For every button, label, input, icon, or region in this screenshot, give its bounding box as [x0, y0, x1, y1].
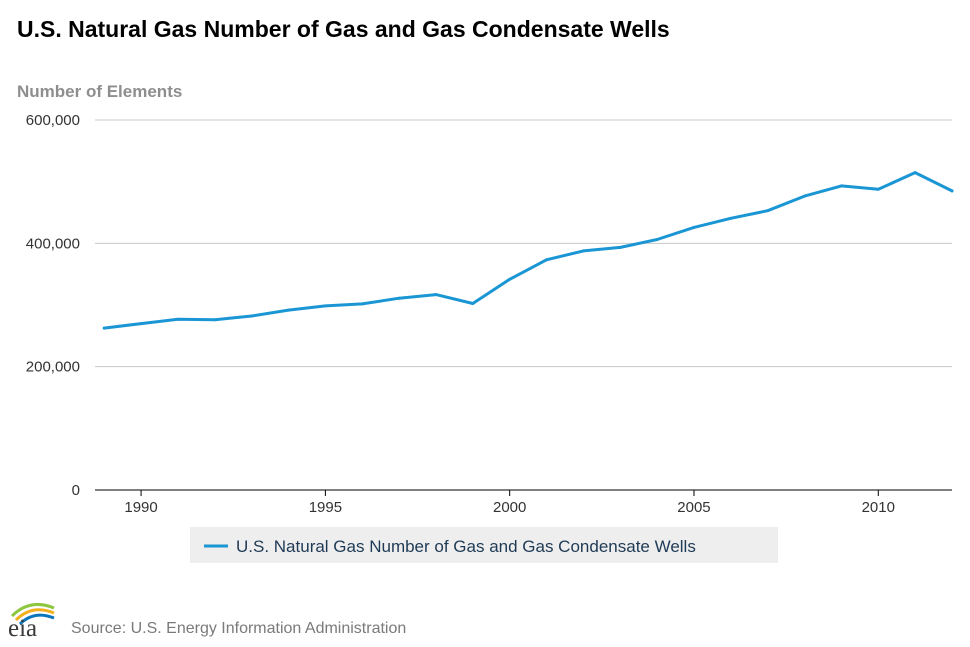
source-text: Source: U.S. Energy Information Administ…: [71, 620, 406, 637]
data-point[interactable]: [102, 326, 106, 330]
data-point[interactable]: [913, 171, 917, 175]
logo-text: eia: [8, 615, 37, 642]
data-point[interactable]: [397, 296, 401, 300]
y-tick-label: 200,000: [26, 359, 80, 376]
y-tick-label: 0: [72, 482, 80, 499]
data-point[interactable]: [139, 322, 143, 326]
data-point[interactable]: [876, 187, 880, 191]
gridlines: [95, 119, 952, 368]
data-point[interactable]: [360, 302, 364, 306]
y-tick-label: 600,000: [26, 112, 80, 129]
data-point[interactable]: [250, 314, 254, 318]
legend-background: [190, 527, 778, 563]
y-axis-label: Number of Elements: [17, 82, 182, 101]
data-point[interactable]: [545, 258, 549, 262]
data-point[interactable]: [213, 318, 217, 322]
x-tick-label: 2005: [677, 499, 710, 516]
data-point[interactable]: [323, 304, 327, 308]
x-tick-label: 1990: [124, 499, 157, 516]
x-axis-ticks: 1990 1995 2000 2005 2010: [95, 489, 952, 516]
x-tick-label: 2010: [862, 499, 895, 516]
series-layer: [102, 171, 954, 330]
y-tick-label: 400,000: [26, 235, 80, 252]
y-axis-ticks: 0 200,000 400,000 600,000: [26, 112, 80, 499]
data-point[interactable]: [508, 277, 512, 281]
x-tick-label: 2000: [493, 499, 526, 516]
series-line: [102, 171, 954, 330]
data-point[interactable]: [471, 302, 475, 306]
eia-logo: eia: [8, 602, 55, 642]
data-point[interactable]: [655, 238, 659, 242]
data-point[interactable]: [803, 194, 807, 198]
data-point[interactable]: [176, 317, 180, 321]
data-point[interactable]: [581, 249, 585, 253]
data-point[interactable]: [287, 308, 291, 312]
logo-arc-yellow: [14, 608, 55, 622]
data-point[interactable]: [692, 225, 696, 229]
data-point[interactable]: [766, 209, 770, 213]
x-tick-label: 1995: [309, 499, 342, 516]
chart-title: U.S. Natural Gas Number of Gas and Gas C…: [17, 16, 670, 42]
legend-label: U.S. Natural Gas Number of Gas and Gas C…: [236, 537, 696, 556]
data-point[interactable]: [729, 216, 733, 220]
logo-arc-green: [10, 602, 55, 618]
data-point[interactable]: [434, 293, 438, 297]
data-point[interactable]: [839, 184, 843, 188]
legend[interactable]: U.S. Natural Gas Number of Gas and Gas C…: [190, 527, 778, 563]
data-point[interactable]: [618, 245, 622, 249]
logo-arc-blue: [18, 613, 55, 626]
data-point[interactable]: [950, 189, 954, 193]
